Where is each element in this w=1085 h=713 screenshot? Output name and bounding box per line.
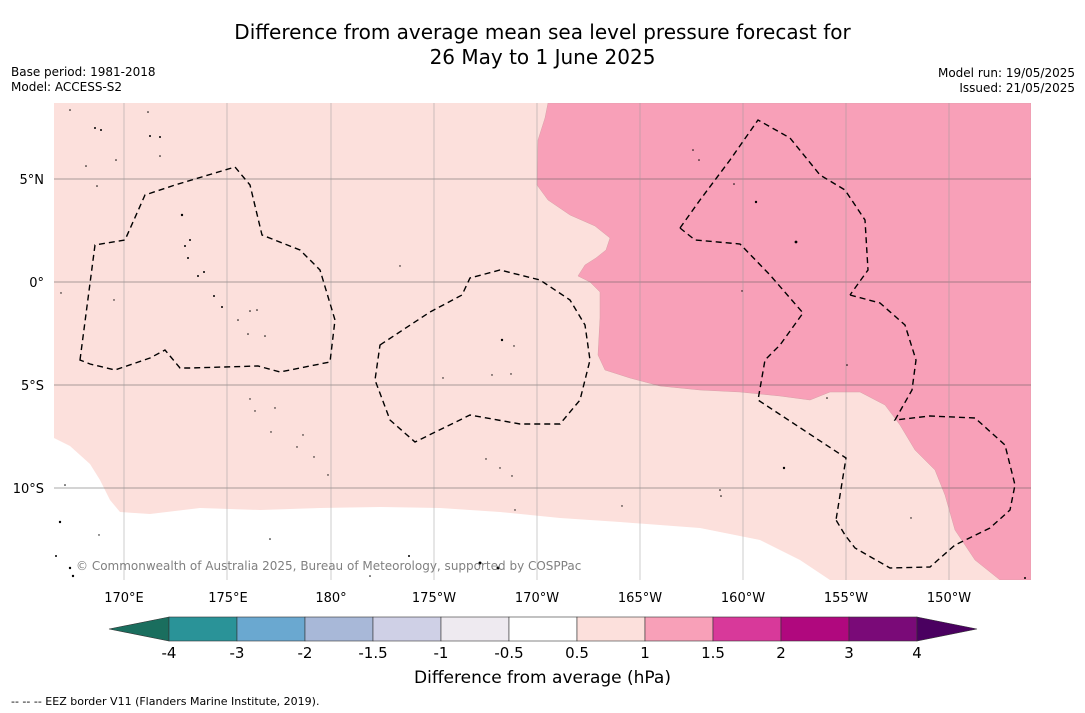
colorbar-ticks: -4 -3 -2 -1.5 -1 -0.5 0.5 1 1.5 2 3 4 [162,644,922,662]
colorbar-swatch-8 [644,616,714,642]
lat-label-5n: 5°N [20,173,45,188]
lon-label-155w: 155°W [824,591,868,606]
colorbar-swatch-2 [236,616,306,642]
colorbar-swatch-11 [848,616,918,642]
colorbar-swatch-5 [440,616,510,642]
colorbar-swatch-1 [168,616,238,642]
meta-right: Model run: 19/05/2025 Issued: 21/05/2025 [938,66,1075,96]
graticule [54,103,1031,580]
islands [55,109,1026,579]
colorbar-tick: 4 [912,644,922,662]
colorbar-swatch-10 [780,616,850,642]
colorbar-tick: 3 [844,644,854,662]
colorbar-swatch-3 [304,616,374,642]
colorbar-tick: 0.5 [565,644,589,662]
eez-line-islands [679,119,869,296]
lat-label-5s: 5°S [21,379,44,394]
meta-left: Base period: 1981-2018 Model: ACCESS-S2 [11,65,156,95]
colorbar-tick: 2 [776,644,786,662]
title-line-2: 26 May to 1 June 2025 [429,45,656,69]
colorbar-title: Difference from average (hPa) [414,668,671,688]
eez-french-polynesia [835,294,1016,569]
eez-line-islands-inner [679,227,847,521]
colorbar-swatch-9 [712,616,782,642]
colorbar-swatch-6 [508,616,578,642]
pressure-band-1-1-5 [536,103,1031,580]
lon-label-180: 180° [315,591,346,606]
eez-borders [79,119,1016,569]
lon-label-170e: 170°E [104,591,144,606]
colorbar-tick: -3 [230,644,245,662]
colorbar-tick: -4 [162,644,177,662]
model-run: Model run: 19/05/2025 [937,66,1075,80]
colorbar-tick: -0.5 [494,644,523,662]
base-period: Base period: 1981-2018 [11,65,156,79]
model-name: Model: ACCESS-S2 [11,80,123,94]
eez-tokelau [374,269,591,443]
map-area: © Commonwealth of Australia 2025, Bureau… [54,103,1031,580]
lon-label-175w: 175°W [412,591,456,606]
colorbar-tick: -2 [298,644,313,662]
colorbar-tick: 1 [640,644,650,662]
lon-label-165w: 165°W [618,591,662,606]
lat-label-0: 0° [29,276,44,291]
lat-labels: 5°N 0° 5°S 10°S [13,173,44,497]
chart-title: Difference from average mean sea level p… [0,20,1085,70]
colorbar-arrow-right [916,616,978,642]
colorbar-tick: -1.5 [358,644,387,662]
copyright-text: © Commonwealth of Australia 2025, Bureau… [76,559,581,573]
colorbar-arrow-left [108,616,170,642]
lon-label-170w: 170°W [515,591,559,606]
colorbar [108,616,978,642]
colorbar-swatch-4 [372,616,442,642]
lon-label-160w: 160°W [721,591,765,606]
eez-tuvalu-kiribati-west [79,166,336,373]
issued-date: Issued: 21/05/2025 [959,81,1075,95]
lon-labels: 170°E 175°E 180° 175°W 170°W 165°W 160°W… [104,591,971,606]
eez-footnote: -- -- -- EEZ border V11 (Flanders Marine… [11,695,320,708]
colorbar-swatch-7 [576,616,646,642]
lon-label-150w: 150°W [927,591,971,606]
lon-label-175e: 175°E [208,591,248,606]
lat-label-10s: 10°S [13,482,44,497]
colorbar-tick: -1 [434,644,449,662]
title-line-1: Difference from average mean sea level p… [234,20,851,44]
colorbar-tick: 1.5 [701,644,725,662]
